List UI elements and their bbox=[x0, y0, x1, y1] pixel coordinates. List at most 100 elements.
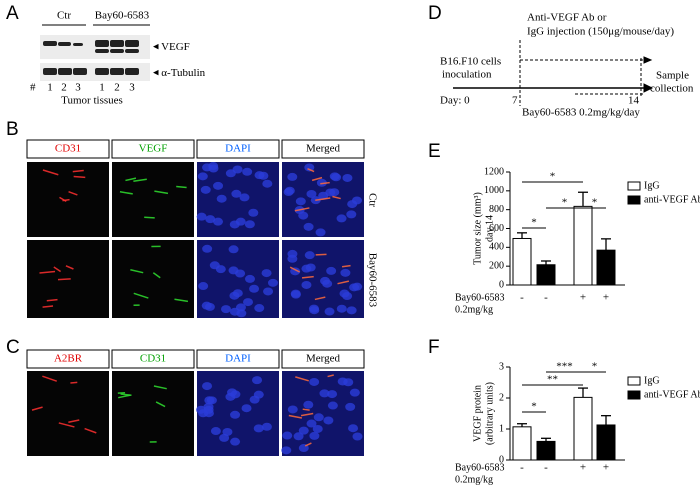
legend-label: anti-VEGF Ab bbox=[644, 194, 700, 205]
bar bbox=[573, 396, 593, 461]
nucleus bbox=[308, 304, 319, 313]
stain bbox=[53, 266, 62, 273]
micrograph bbox=[112, 240, 194, 318]
nucleus bbox=[248, 208, 259, 217]
timeline bbox=[453, 40, 654, 106]
nucleus bbox=[254, 304, 265, 313]
x-tick-label: + bbox=[603, 462, 609, 474]
channel-box bbox=[281, 139, 365, 159]
nucleus bbox=[225, 392, 236, 401]
treatment-label: Bay60-6583 bbox=[455, 292, 504, 303]
band-label: ◂ α-Tubulin bbox=[153, 67, 206, 79]
channel-label: A2BR bbox=[54, 353, 83, 365]
nucleus bbox=[196, 212, 207, 221]
y-tick-label: 600 bbox=[489, 223, 504, 234]
nucleus bbox=[216, 194, 227, 203]
legend-swatch bbox=[627, 376, 641, 386]
timeline-text: IgG injection (150μg/mouse/day) bbox=[527, 26, 674, 38]
panel-label: F bbox=[428, 337, 440, 358]
timeline-text: Bay60-6583 0.2mg/kg/day bbox=[522, 107, 640, 119]
x-tick-label: - bbox=[520, 462, 524, 474]
stain bbox=[46, 298, 58, 302]
timeline-text: collection bbox=[650, 83, 694, 95]
nucleus bbox=[230, 437, 241, 446]
legend-swatch bbox=[627, 195, 641, 205]
nucleus bbox=[236, 309, 247, 318]
group-label: Bay60-6583 bbox=[95, 10, 150, 22]
legend-swatch bbox=[627, 390, 641, 400]
nucleus bbox=[235, 217, 246, 226]
nucleus bbox=[239, 193, 250, 202]
stain bbox=[295, 376, 309, 382]
nucleus bbox=[345, 402, 356, 411]
stain bbox=[133, 292, 149, 299]
panel-label: B bbox=[6, 119, 19, 140]
nucleus bbox=[252, 376, 263, 385]
timeline-text: Anti-VEGF Ab or bbox=[527, 12, 607, 24]
significance-label: * bbox=[531, 217, 537, 229]
legend-swatch bbox=[627, 181, 641, 191]
legend-label: anti-VEGF Ab bbox=[644, 389, 700, 400]
legend-label: IgG bbox=[644, 180, 660, 191]
timeline-text: B16.F10 cells bbox=[440, 56, 501, 68]
nucleus bbox=[301, 280, 312, 289]
nucleus bbox=[287, 249, 298, 258]
stain bbox=[65, 265, 74, 270]
stain bbox=[315, 197, 331, 201]
timeline-day: 7 bbox=[512, 95, 518, 107]
nucleus bbox=[200, 185, 211, 194]
nucleus bbox=[309, 431, 320, 440]
stain bbox=[302, 408, 310, 411]
nucleus bbox=[320, 276, 331, 285]
y-tick-label: 0 bbox=[499, 279, 504, 290]
nucleus bbox=[202, 244, 213, 253]
timeline-day: Day: 0 bbox=[440, 95, 470, 107]
channel-label: DAPI bbox=[225, 143, 251, 155]
lane-label: 3 bbox=[129, 82, 135, 94]
y-axis-label: (arbitrary units) bbox=[484, 382, 495, 445]
micrograph bbox=[112, 162, 194, 237]
nucleus bbox=[244, 220, 255, 229]
lane-label: 3 bbox=[75, 82, 81, 94]
nucleus bbox=[205, 215, 216, 224]
nucleus bbox=[204, 302, 215, 311]
nucleus bbox=[287, 172, 298, 181]
bar bbox=[512, 237, 532, 286]
stain bbox=[154, 190, 169, 195]
stain bbox=[311, 176, 323, 182]
nucleus bbox=[244, 274, 255, 283]
nucleus bbox=[225, 169, 236, 178]
nucleus bbox=[290, 289, 301, 298]
bar bbox=[512, 426, 532, 461]
channel-box bbox=[196, 349, 280, 369]
nucleus bbox=[235, 269, 246, 278]
nucleus bbox=[198, 409, 209, 418]
nucleus bbox=[293, 432, 304, 441]
nucleus bbox=[319, 389, 330, 398]
nucleus bbox=[241, 404, 252, 413]
stain bbox=[288, 414, 303, 419]
stain bbox=[144, 216, 155, 219]
stain bbox=[314, 296, 326, 301]
channel-label: Merged bbox=[306, 143, 341, 155]
stain bbox=[42, 305, 54, 308]
significance-label: * bbox=[531, 401, 537, 413]
stain bbox=[39, 270, 56, 274]
nucleus bbox=[342, 173, 353, 182]
nucleus bbox=[213, 181, 224, 190]
nucleus bbox=[261, 269, 272, 278]
nucleus bbox=[230, 410, 241, 419]
channel-box bbox=[26, 139, 110, 159]
nucleus bbox=[304, 163, 315, 172]
y-axis-label: day 14 bbox=[484, 215, 495, 242]
nucleus bbox=[231, 189, 242, 198]
channel-box bbox=[111, 349, 195, 369]
nucleus bbox=[242, 167, 253, 176]
stain bbox=[294, 207, 310, 212]
nucleus bbox=[263, 287, 274, 296]
nucleus bbox=[209, 261, 220, 270]
channel-label: CD31 bbox=[140, 353, 166, 365]
